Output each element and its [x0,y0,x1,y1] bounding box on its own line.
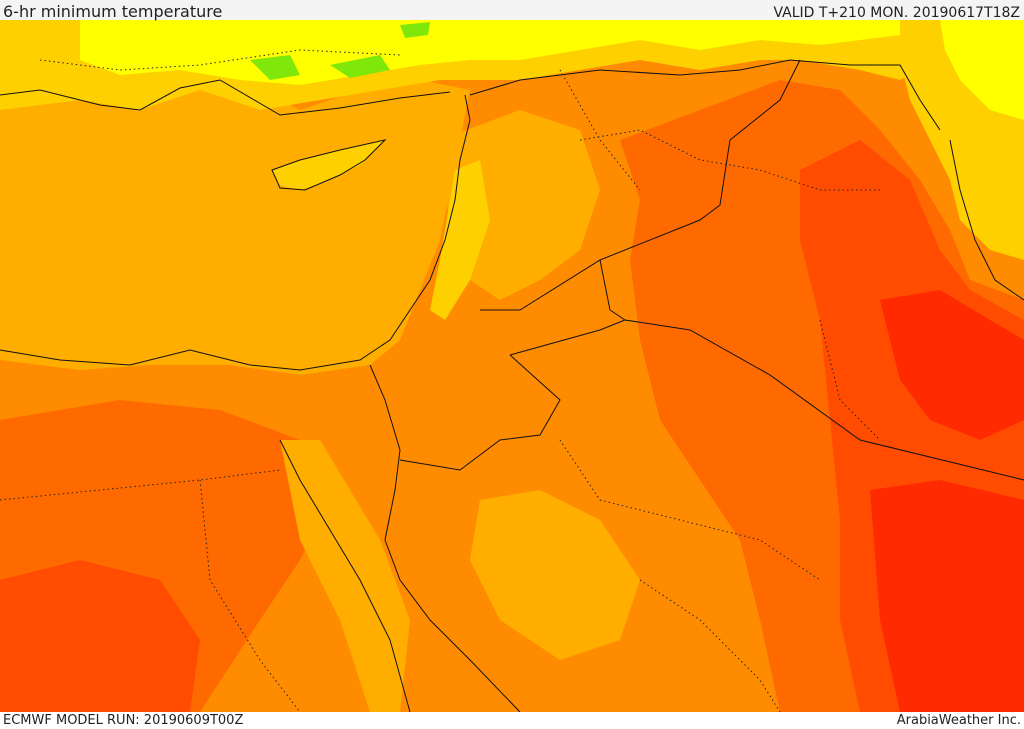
map-canvas [0,20,1024,712]
hottest-zone [880,290,1024,440]
province-border [639,579,781,712]
highland-cool-spot [330,55,390,78]
syria-iraq-border [719,59,801,206]
red-sea-west-coast [279,439,411,712]
red-sea-east-coast [384,449,521,712]
cyprus-coastline [271,139,387,191]
lebanon-mountain-zone [430,160,490,320]
model-run: ECMWF MODEL RUN: 20190609T00Z [3,713,244,728]
province-border [579,129,880,191]
egypt-israel-border [369,364,401,451]
jordan-saudi-border [399,354,561,471]
arabia-highland-zone [470,490,640,660]
highland-cool-spot [250,55,300,80]
cyprus-zone [272,140,385,190]
iran-cool-zone [940,20,1024,120]
coastline [0,79,451,116]
iraq-saudi-border [624,319,1024,481]
coastline [0,94,471,371]
temperature-map [0,20,1024,712]
hottest-zone [870,480,1024,712]
province-border [559,439,821,581]
gulf-coastline [949,139,1024,301]
red-sea-zone [280,440,410,712]
egypt-hot-zone [0,560,200,712]
province-border [199,479,301,712]
levant-temperature-zone [440,110,600,300]
credit: ArabiaWeather Inc. [896,713,1021,728]
valid-time: VALID T+210 MON. 20190617T18Z [773,5,1020,21]
highland-cool-spot [400,22,430,38]
map-header: 6-hr minimum temperature VALID T+210 MON… [0,0,1024,21]
sea-temperature-zone [0,80,470,375]
province-border [0,469,281,501]
turkey-border [469,59,941,131]
province-border [819,319,881,441]
map-title: 6-hr minimum temperature [3,2,223,21]
map-footer: ECMWF MODEL RUN: 20190609T00Z ArabiaWeat… [0,712,1024,729]
